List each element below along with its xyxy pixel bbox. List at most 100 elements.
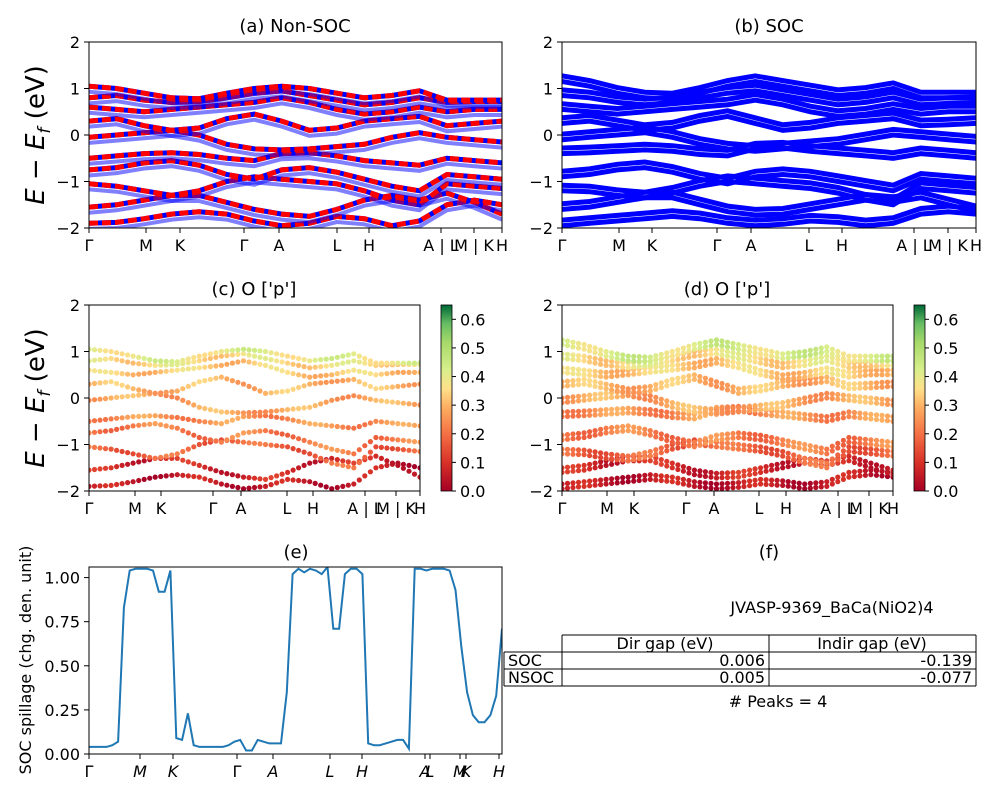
panel-c-point	[130, 360, 136, 366]
panel-d-point	[763, 412, 769, 418]
panel-c-point	[229, 409, 235, 415]
panel-c-point	[185, 366, 191, 372]
panel-c-point	[97, 347, 103, 353]
panel-d-point	[664, 359, 670, 365]
panel-c-point	[378, 398, 384, 404]
panel-d-point	[702, 480, 709, 486]
panel-c-point	[185, 400, 191, 406]
panel-d-xtick-label: H	[780, 499, 792, 518]
panel-c-point	[351, 481, 357, 487]
panel-d-point	[873, 442, 880, 448]
panel-d-point	[758, 469, 764, 475]
panel-c-point	[384, 419, 390, 425]
panel-d-point	[829, 396, 835, 402]
panel-c-point	[411, 448, 418, 454]
panel-d-point	[769, 439, 775, 445]
panel-c-point	[102, 416, 109, 423]
panel-d-point	[708, 443, 714, 449]
panel-d-point	[791, 462, 797, 468]
panel-d-point	[675, 415, 681, 421]
panel-c-point	[114, 357, 120, 363]
panel-d-point	[675, 410, 681, 416]
panel-c-point	[362, 443, 368, 449]
panel-d-point	[603, 395, 609, 401]
panel-d-point	[647, 354, 653, 360]
panel-d-point	[802, 411, 808, 417]
panel-d-point	[829, 355, 835, 361]
panel-c-point	[191, 473, 197, 480]
panel-d-point	[587, 408, 593, 414]
panel-d-point	[592, 465, 598, 471]
panel-c-point	[345, 352, 351, 358]
panel-c-point	[351, 460, 357, 466]
panel-d-point	[669, 400, 675, 406]
panel-d-point	[857, 461, 863, 467]
panel-c-point	[290, 371, 296, 377]
panel-d-point	[862, 436, 869, 442]
panel-d-point	[868, 472, 874, 478]
panel-e-ytick-label: 0.50	[44, 657, 80, 676]
panel-d-point	[686, 482, 692, 488]
panel-c-point	[285, 469, 291, 475]
panel-d-point	[587, 392, 593, 398]
panel-d-point	[829, 380, 835, 387]
panel-d-point	[824, 460, 830, 466]
panel-d-point	[840, 373, 847, 379]
panel-c-point	[202, 378, 208, 384]
panel-d-point	[642, 396, 648, 402]
panel-d-point	[763, 481, 769, 487]
panel-a-band-shadow	[89, 156, 502, 173]
panel-c-point	[384, 462, 390, 468]
panel-d-point	[835, 411, 841, 417]
panel-d-point	[735, 469, 742, 475]
panel-d-point	[884, 470, 891, 476]
panel-d-point	[587, 412, 593, 418]
panel-d-point	[664, 414, 670, 420]
panel-d-point	[724, 410, 731, 416]
panel-c-point	[108, 395, 114, 401]
panel-d-point	[658, 360, 664, 366]
panel-c-point	[400, 400, 406, 406]
panel-d-point	[598, 459, 604, 465]
panel-d-point	[758, 402, 764, 408]
panel-d-point	[669, 460, 675, 466]
panel-c-point	[174, 425, 180, 431]
panel-d-point	[697, 359, 703, 365]
panel-c-point	[262, 390, 269, 396]
panel-f-title: (f)	[759, 542, 779, 563]
panel-c-point	[367, 396, 373, 402]
panel-c-point	[268, 429, 274, 435]
panel-d-point	[780, 478, 786, 484]
panel-c-point	[119, 394, 125, 400]
panel-c-point	[163, 389, 169, 395]
panel-d-point	[758, 372, 764, 378]
panel-c-point	[213, 420, 219, 426]
panel-d-colorbar-label: 0.6	[933, 310, 958, 329]
panel-d-point	[879, 452, 885, 458]
panel-d-point	[636, 411, 642, 417]
panel-d-point	[680, 411, 687, 417]
panel-d-point	[769, 353, 775, 359]
panel-c-point	[119, 358, 125, 364]
panel-d-point	[581, 367, 587, 373]
panel-d-point	[636, 354, 642, 360]
panel-d-point	[647, 369, 653, 375]
panel-c-point	[229, 347, 235, 353]
panel-d-point	[708, 480, 714, 486]
panel-c-colorbar-label: 0.3	[460, 396, 485, 415]
panel-d-point	[686, 443, 692, 449]
panel-c-point	[163, 473, 169, 479]
panel-d-point	[824, 344, 830, 350]
panel-d-point	[680, 415, 687, 421]
panel-d-point	[631, 390, 637, 396]
panel-d-point	[642, 411, 648, 417]
panel-d-point	[581, 353, 587, 359]
panel-b-xtick-label: K	[647, 236, 658, 255]
panel-d-point	[846, 409, 852, 415]
panel-c-point	[257, 428, 263, 434]
panel-d-point	[884, 384, 891, 390]
panel-c-point	[378, 455, 384, 461]
panel-d-point	[647, 448, 653, 455]
panel-d-point	[620, 452, 626, 459]
panel-c-point	[262, 409, 269, 415]
